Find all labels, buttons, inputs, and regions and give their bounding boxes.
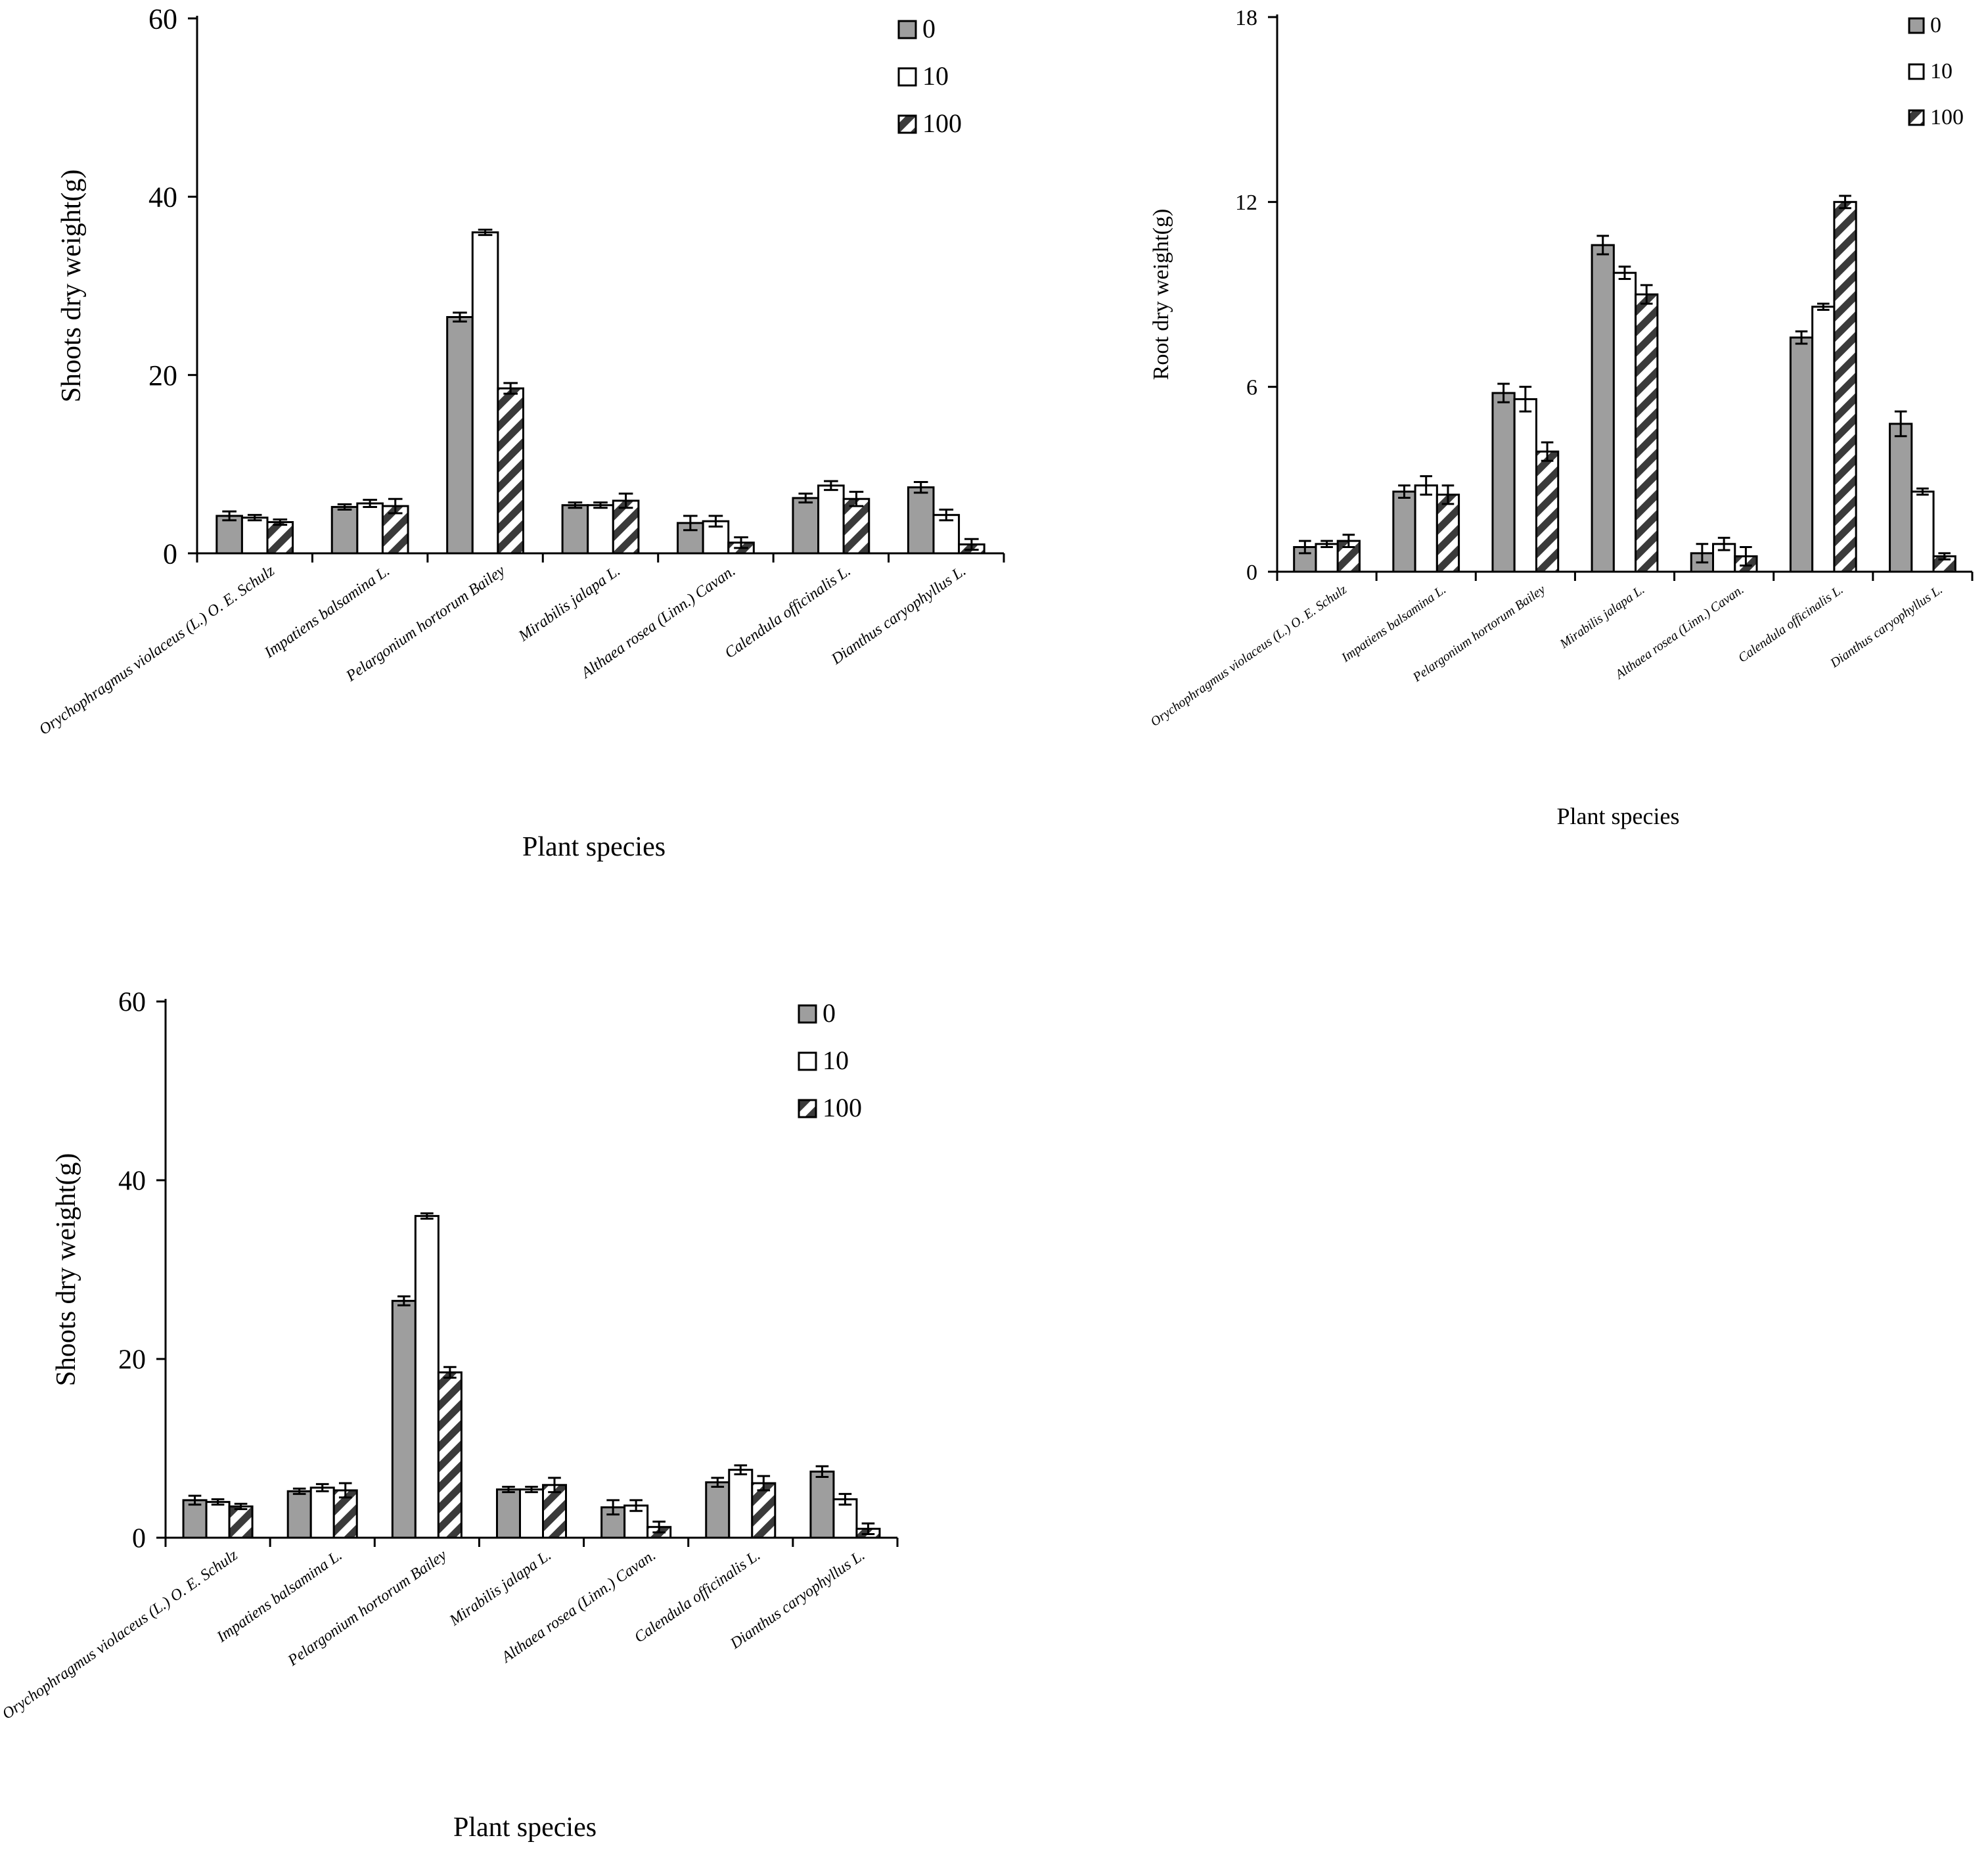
legend-swatch-s0 [798,1004,817,1024]
x-tick-label: Orychophragmus violaceus (L.) O. E. Schu… [36,562,278,739]
legend-label-s0: 0 [1930,13,1941,37]
x-tick-label: Mirabilis jalapa L. [446,1547,554,1630]
legend-swatch-s0 [1908,17,1925,34]
x-tick-label: Calendula officinalis L. [1736,582,1846,666]
bar-s100 [542,1484,568,1539]
legend-swatch-s10 [798,1051,817,1071]
bar-s100 [437,1371,463,1539]
legend-swatch-s100 [897,114,917,134]
bar-s10 [205,1501,231,1539]
x-tick-label: Orychophragmus violaceus (L.) O. E. Schu… [0,1546,241,1723]
bar-s10 [1513,398,1537,573]
bar-s0 [182,1499,208,1539]
y-tick-label: 0 [1246,561,1257,585]
bar-s100 [497,387,524,555]
bar-s100 [751,1482,777,1539]
bar-s0 [809,1470,835,1539]
x-axis-title: Plant species [522,832,666,862]
bar-s10 [1414,484,1438,573]
x-tick-label: Impatiens balsamina L. [261,563,393,662]
bar-s10 [309,1486,335,1539]
y-tick-label: 40 [118,1166,146,1197]
x-tick-label: Orychophragmus violaceus (L.) O. E. Schu… [1148,582,1349,729]
y-tick-label: 20 [118,1345,146,1375]
legend-swatch-s100 [1908,109,1925,126]
bar-s0 [792,497,820,555]
bar-s100 [1635,293,1659,573]
bar-s0 [1789,336,1814,573]
y-tick-label: 0 [163,538,177,570]
y-tick-label: 12 [1235,191,1257,215]
x-tick-label: Mirabilis jalapa L. [515,563,623,645]
x-tick-label: Impatiens balsamina L. [1338,582,1449,666]
bar-s100 [228,1505,254,1539]
bar-s0 [907,486,935,555]
y-tick-label: 0 [132,1524,146,1554]
bar-s0 [1591,244,1615,573]
bar-s10 [728,1469,754,1539]
legend-label-s0: 0 [922,14,936,43]
x-axis-title: Plant species [1557,803,1680,829]
bar-s10 [1811,306,1836,573]
bar-s0 [286,1490,312,1539]
bar-s0 [705,1481,731,1539]
bar-s0 [1392,490,1416,573]
legend-label-s0: 0 [823,998,836,1028]
y-tick-label: 60 [148,3,177,35]
x-axis-title: Plant species [453,1812,597,1843]
legend-label-s100: 100 [823,1093,862,1122]
bar-s100 [842,497,870,555]
legend-swatch-s10 [1908,63,1925,80]
bar-s0 [446,315,474,555]
legend-swatch-s10 [897,67,917,87]
legend-swatch-s0 [897,20,917,39]
chart-3: 0 20 40 60 Orychophragmus violaceus (L.) O. … [0,988,899,1843]
legend-label-s100: 100 [922,108,962,138]
y-axis-title: Shoots dry weight(g) [56,170,87,403]
bar-s0 [391,1300,417,1539]
bar-s10 [587,504,614,555]
bar-s0 [330,505,359,555]
legend-label-s100: 100 [1930,105,1964,129]
x-tick-label: Calendula officinalis L. [722,563,854,662]
y-tick-label: 6 [1246,376,1257,400]
y-axis-title: Root dry weight(g) [1149,209,1173,380]
bar-s0 [1889,423,1913,573]
bar-s10 [240,517,269,555]
bar-s10 [932,514,960,555]
legend-swatch-s100 [798,1099,817,1118]
bar-s100 [1833,200,1857,573]
y-tick-label: 40 [148,181,177,214]
bar-s10 [471,231,499,555]
bar-s10 [1612,271,1637,573]
y-axis-title: Shoots dry weight(g) [51,1153,81,1387]
x-tick-label: Mirabilis jalapa L. [1557,582,1648,652]
bar-s10 [1910,490,1935,573]
y-tick-label: 18 [1235,6,1257,30]
bar-s100 [1435,494,1460,573]
y-tick-label: 60 [118,988,146,1018]
bar-s10 [356,502,384,555]
legend-label-s10: 10 [922,61,949,91]
bar-s10 [414,1214,440,1539]
y-tick-label: 20 [148,359,177,392]
bar-s10 [817,484,845,555]
legend-label-s10: 10 [823,1046,849,1075]
bar-s0 [215,515,243,555]
chart-2: 0 6 12 18 Orychophragmus violaceus (L.) O. E… [1148,6,1974,829]
bar-s0 [495,1488,521,1539]
chart-1: 0 20 40 60 Orychophragmus violaceus (L.) O. … [36,3,1005,862]
bar-s100 [1535,450,1560,573]
bar-s0 [1491,392,1516,573]
bar-s0 [561,504,589,555]
x-tick-label: Dianthus caryophyllus L. [1827,582,1945,671]
bar-s100 [266,521,294,555]
legend-label-s10: 10 [1930,59,1953,83]
bar-s10 [1315,543,1339,573]
bar-s10 [518,1488,545,1539]
